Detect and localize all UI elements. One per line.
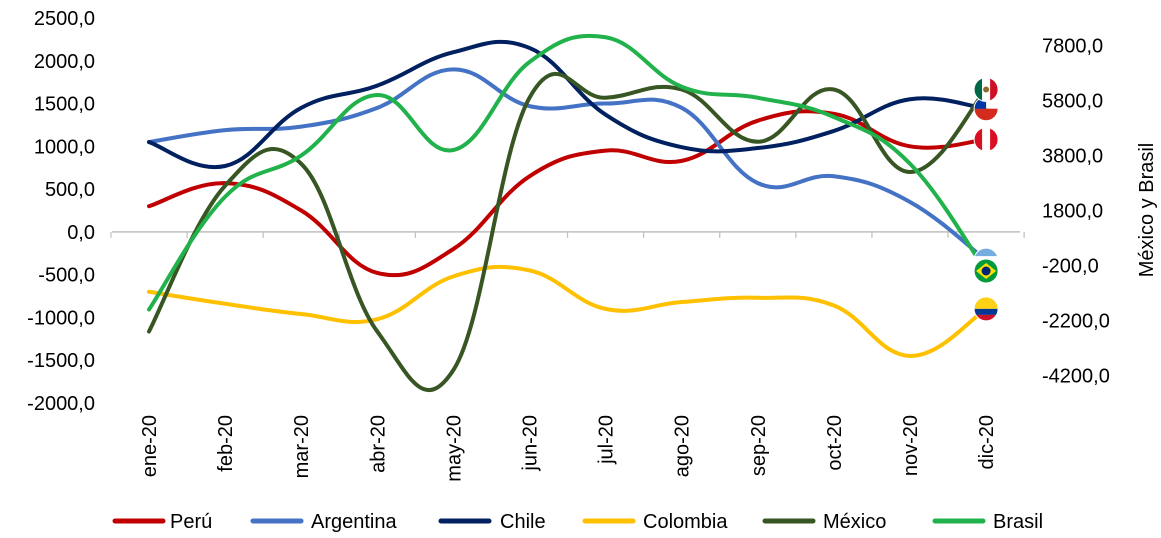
right-axis-tick-label: -200,0 [1042,256,1099,278]
right-axis-tick-label: 1800,0 [1042,201,1103,223]
left-axis-tick-label: 500,0 [45,179,95,201]
axes [110,231,1025,238]
legend-label-mexico: México [823,511,886,533]
left-axis-tick-label: 0,0 [67,222,95,244]
right-axis-tick-label: 3800,0 [1042,146,1103,168]
legend-label-peru: Perú [170,511,212,533]
legend-label-brasil: Brasil [993,511,1043,533]
legend: Perú Argentina Chile Colombia México Brasil [112,511,1043,533]
x-axis-ticks: ene-20 feb-20 mar-20 abr-20 may-20 jun-20 jul-… [139,415,998,482]
x-axis-tick-label: jul-20 [596,415,618,465]
left-axis-tick-label: -1500,0 [27,350,95,372]
left-axis-tick-label: -2000,0 [27,393,95,415]
right-axis-tick-label: 7800,0 [1042,36,1103,58]
x-axis-tick-label: nov-20 [900,415,922,476]
legend-item-brasil: Brasil [932,511,1043,533]
x-axis-tick-label: may-20 [443,415,465,482]
legend-item-colombia: Colombia [582,511,728,533]
colombia-flag-icon [973,296,999,322]
left-axis-tick-label: 1500,0 [34,94,95,116]
left-axis-ticks: 2500,0 2000,0 1500,0 1000,0 500,0 0,0 -500,0 -1… [27,8,95,415]
mexico-flag-icon [973,77,999,102]
legend-label-chile: Chile [500,511,546,533]
x-axis-tick-label: ago-20 [672,415,694,477]
peru-flag-icon [973,126,999,152]
brasil-flag-icon [973,258,999,284]
legend-item-argentina: Argentina [250,511,397,533]
right-axis-ticks: 7800,0 5800,0 3800,0 1800,0 -200,0 -2200,0 -42… [1042,36,1110,388]
x-axis-tick-label: sep-20 [748,415,770,476]
legend-item-peru: Perú [112,511,212,533]
series-line-colombia [147,264,989,358]
right-axis-tick-label: -4200,0 [1042,366,1110,388]
left-axis-tick-label: -1000,0 [27,307,95,329]
legend-label-argentina: Argentina [311,511,397,533]
x-axis-tick-label: jun-20 [520,415,542,472]
left-axis-tick-label: 2500,0 [34,8,95,30]
legend-item-mexico: México [762,511,886,533]
x-axis-tick-label: dic-20 [976,415,998,469]
flag-markers [973,77,999,322]
x-axis-tick-label: ene-20 [139,415,161,477]
legend-label-colombia: Colombia [643,511,728,533]
series-line-brasil [147,33,989,312]
x-axis-tick-label: oct-20 [824,415,846,471]
right-axis-tick-label: 5800,0 [1042,91,1103,113]
x-axis-tick-label: feb-20 [215,415,237,472]
series-lines [147,33,989,393]
x-axis-tick-label: abr-20 [367,415,389,473]
series-line-mexico [147,71,989,393]
series-line-chile [147,39,989,170]
left-axis-tick-label: 2000,0 [34,51,95,73]
x-axis-tick-label: mar-20 [291,415,313,478]
right-axis-tick-label: -2200,0 [1042,311,1110,333]
series-line-argentina [147,67,989,263]
right-axis-title: México y Brasil [1136,143,1158,277]
series-line-peru [147,109,989,278]
legend-item-chile: Chile [438,511,546,533]
left-axis-tick-label: 1000,0 [34,136,95,158]
left-axis-tick-label: -500,0 [38,265,95,287]
